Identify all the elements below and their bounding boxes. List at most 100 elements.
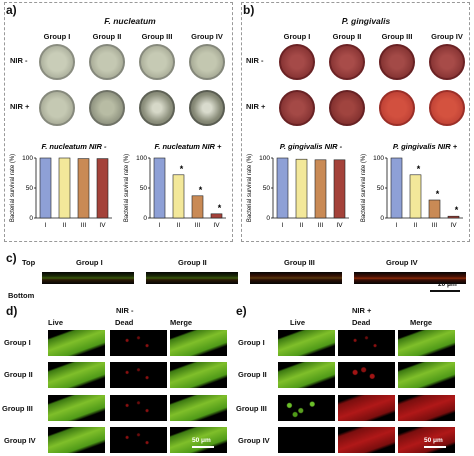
- bar: [447, 215, 460, 219]
- significance-star: *: [436, 189, 440, 199]
- chart-title: P. gingivalis NIR +: [393, 142, 458, 151]
- panel-a-group-3: Group III: [141, 32, 173, 41]
- panel-c-group-3: Group III: [284, 258, 315, 267]
- y-tick-label: 0: [143, 215, 147, 222]
- x-tick-label: IV: [99, 222, 106, 229]
- x-tick-label: III: [195, 222, 201, 229]
- panel-d-header: NIR -: [116, 306, 134, 315]
- significance-star: *: [417, 164, 421, 174]
- panel-d-col-merge: Merge: [170, 318, 193, 327]
- x-tick-label: II: [177, 222, 181, 229]
- petri-dish: [139, 44, 175, 80]
- y-axis-label: Bacterial survival rate (%): [361, 154, 367, 222]
- y-tick-label: 50: [377, 185, 385, 192]
- microscopy-image: [398, 362, 455, 388]
- microscopy-image: [48, 427, 105, 453]
- bar: [314, 159, 327, 219]
- bar: [191, 195, 204, 219]
- petri-dish: [139, 90, 175, 126]
- petri-dish: [379, 90, 415, 126]
- petri-dish: [189, 90, 225, 126]
- bar: [409, 174, 422, 219]
- x-tick-label: I: [282, 222, 284, 229]
- panel-d-row-2: Group II: [4, 370, 33, 379]
- bar: [96, 158, 109, 219]
- microscopy-image: [398, 427, 455, 453]
- panel-e-col-merge: Merge: [410, 318, 433, 327]
- x-tick-label: II: [63, 222, 67, 229]
- panel-a-group-2: Group II: [92, 32, 122, 41]
- y-axis-label: Bacterial survival rate (%): [247, 154, 253, 222]
- panel-e-row-3: Group III: [236, 404, 267, 413]
- biofilm-cross-section: [146, 272, 238, 284]
- significance-star: *: [455, 205, 459, 215]
- panel-c-label: c): [6, 251, 17, 265]
- petri-dish: [279, 44, 315, 80]
- panel-e-scale-text: 50 μm: [424, 437, 443, 444]
- biofilm-cross-section: [42, 272, 134, 284]
- y-tick-label: 100: [259, 155, 270, 162]
- x-tick-label: III: [318, 222, 324, 229]
- microscopy-image: [278, 330, 335, 356]
- panel-c-group-1: Group I: [76, 258, 103, 267]
- x-tick-label: III: [81, 222, 87, 229]
- microscopy-image: [110, 427, 167, 453]
- y-tick-label: 50: [263, 185, 271, 192]
- bar: [276, 157, 289, 219]
- y-axis-label: Bacterial survival rate (%): [10, 154, 16, 222]
- y-tick-label: 50: [26, 185, 34, 192]
- x-tick-label: II: [414, 222, 418, 229]
- panel-a-title: F. nucleatum: [104, 16, 156, 26]
- panel-d-col-dead: Dead: [115, 318, 134, 327]
- microscopy-image: [48, 395, 105, 421]
- x-tick-label: III: [432, 222, 438, 229]
- x-tick-label: I: [159, 222, 161, 229]
- panel-e-label: e): [236, 304, 247, 318]
- panel-b-row-nir-minus: NIR -: [246, 56, 264, 65]
- panel-e-col-live: Live: [290, 318, 306, 327]
- microscopy-image: [170, 427, 227, 453]
- microscopy-image: [110, 362, 167, 388]
- panel-b-label: b): [243, 3, 255, 17]
- microscopy-image: [170, 362, 227, 388]
- microscopy-image: [398, 330, 455, 356]
- microscopy-image: [278, 427, 335, 453]
- significance-star: *: [180, 164, 184, 174]
- significance-star: *: [199, 185, 203, 195]
- panel-a-row-nir-minus: NIR -: [10, 56, 28, 65]
- y-tick-label: 100: [22, 155, 33, 162]
- panel-a: [4, 2, 233, 242]
- bar: [153, 157, 166, 219]
- chart-title: P. gingivalis NIR -: [280, 142, 343, 151]
- y-tick-label: 0: [266, 215, 270, 222]
- significance-star: *: [218, 203, 222, 213]
- chart-title: F. nucleatum NIR -: [41, 142, 107, 151]
- panel-c-top-label: Top: [22, 258, 36, 267]
- panel-d-col-live: Live: [48, 318, 64, 327]
- bar: [77, 158, 90, 219]
- bar-chart-pg-nir-plus: P. gingivalis NIR + Bacterial survival ra…: [361, 142, 463, 229]
- petri-dish: [329, 44, 365, 80]
- panel-e-row-2: Group II: [238, 370, 267, 379]
- y-tick-label: 50: [140, 185, 148, 192]
- panel-a-group-4: Group IV: [191, 32, 223, 41]
- bar: [39, 157, 52, 219]
- microscopy-image: [110, 395, 167, 421]
- microscopy-image: [338, 427, 395, 453]
- bar: [333, 159, 346, 219]
- panel-d-label: d): [6, 304, 18, 318]
- x-tick-label: II: [300, 222, 304, 229]
- microscopy-image: [170, 395, 227, 421]
- microscopy-image: [48, 362, 105, 388]
- microscopy-image: [398, 395, 455, 421]
- panel-b-title: P. gingivalis: [341, 16, 391, 26]
- x-tick-label: I: [396, 222, 398, 229]
- microscopy-image: [110, 330, 167, 356]
- panel-e-header: NIR +: [352, 306, 372, 315]
- petri-dish: [429, 44, 465, 80]
- panel-c-scale-bar: [430, 290, 460, 292]
- panel-b-group-3: Group III: [381, 32, 413, 41]
- microscopy-image: [278, 362, 335, 388]
- panel-d-row-4: Group IV: [4, 436, 36, 445]
- bar: [172, 174, 185, 219]
